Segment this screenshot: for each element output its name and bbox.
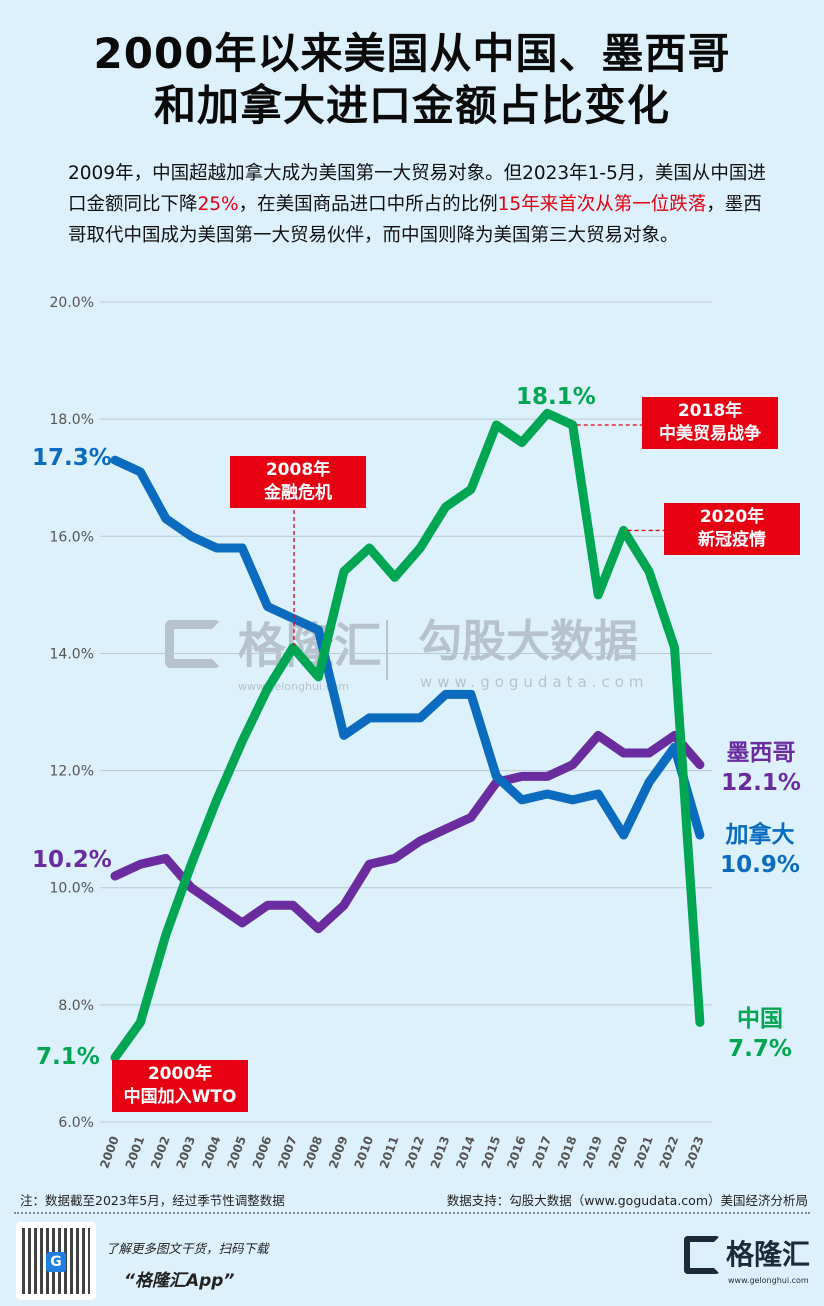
intro-text: ，墨西哥取代中国成为美国第一大贸易伙伴，而中国则降为美国第三大贸易对象。 [68, 194, 762, 246]
x-tick-label: 2022 [657, 1134, 682, 1170]
x-tick-label: 2018 [555, 1134, 580, 1170]
mexico-start-label: 10.2% [32, 847, 112, 873]
y-tick-label: 10.0% [50, 881, 94, 897]
canada-end-label: 加拿大 10.9% [718, 820, 802, 880]
intro-highlight: 25% [197, 194, 239, 215]
footnote: 注：数据截至2023年5月，经过季节性调整数据 [20, 1193, 285, 1208]
series-end-value: 7.7% [728, 1036, 792, 1062]
footer-divider [14, 1212, 810, 1214]
annotation-year: 2018年 [677, 401, 743, 421]
china-end-label: 中国 7.7% [722, 1004, 798, 1064]
download-promo: 了解更多图文干货，扫码下载 [106, 1241, 269, 1256]
series-name: 加拿大 [725, 822, 795, 848]
app-name: “格隆汇App” [124, 1271, 235, 1291]
series-name: 墨西哥 [726, 740, 796, 766]
annotation-2020: 2020年新冠疫情 [664, 503, 800, 555]
x-tick-label: 2017 [530, 1134, 555, 1170]
annotation-2018: 2018年中美贸易战争 [642, 397, 778, 449]
intro-text: ，在美国商品进口中所占的比例 [238, 194, 498, 215]
series-line-0 [110, 408, 705, 1063]
annotation-year: 2000年 [147, 1064, 213, 1084]
y-tick-label: 12.0% [50, 764, 94, 780]
gelonghui-logo-icon [684, 1236, 720, 1274]
x-tick-label: 2013 [428, 1134, 453, 1170]
series-name: 中国 [737, 1006, 783, 1032]
annotation-2000: 2000年中国加入WTO [112, 1060, 248, 1112]
watermark-divider [386, 620, 388, 680]
intro-highlight: 15年来首次从第一位跌落 [497, 194, 707, 215]
x-tick-label: 2014 [453, 1134, 478, 1170]
x-tick-label: 2009 [326, 1134, 351, 1170]
qr-code[interactable]: G [16, 1222, 96, 1300]
x-tick-label: 2000 [97, 1134, 122, 1170]
x-tick-label: 2007 [275, 1134, 300, 1170]
y-tick-label: 6.0% [58, 1115, 94, 1131]
annotation-text: 新冠疫情 [698, 530, 766, 550]
app-logo-icon: G [46, 1252, 66, 1272]
series-line-1 [110, 455, 705, 840]
x-tick-label: 2020 [606, 1134, 631, 1170]
y-tick-label: 8.0% [58, 998, 94, 1014]
logo-url: www.gelonghui.com [728, 1276, 809, 1285]
title-line-2: 和加拿大进口金额占比变化 [153, 81, 670, 130]
canada-start-label: 17.3% [32, 445, 112, 471]
series-end-value: 12.1% [721, 770, 801, 796]
intro-text: 2009年，中国超越加拿大成为美国第一大贸易对象。但2023年1-5月，美国从中… [68, 163, 766, 215]
intro-paragraph: 2009年，中国超越加拿大成为美国第一大贸易对象。但2023年1-5月，美国从中… [68, 158, 778, 251]
y-tick-label: 16.0% [50, 529, 94, 545]
x-tick-label: 2011 [377, 1134, 402, 1170]
series-end-value: 10.9% [720, 852, 800, 878]
x-tick-label: 2004 [199, 1134, 224, 1170]
china-peak-label: 18.1% [516, 384, 596, 410]
gelonghui-logo: 格隆汇 www.gelonghui.com [684, 1236, 811, 1285]
x-tick-label: 2006 [250, 1134, 275, 1170]
x-tick-label: 2005 [224, 1134, 249, 1170]
x-tick-label: 2001 [123, 1134, 148, 1170]
x-tick-label: 2023 [682, 1134, 707, 1170]
x-tick-label: 2012 [402, 1134, 427, 1170]
mexico-end-label: 墨西哥 12.1% [720, 738, 802, 798]
annotation-2008: 2008年金融危机 [230, 456, 366, 508]
x-tick-label: 2019 [580, 1134, 605, 1170]
x-tick-label: 2002 [148, 1134, 173, 1170]
y-tick-label: 18.0% [50, 412, 94, 428]
x-tick-label: 2010 [352, 1134, 377, 1170]
data-source: 数据支持：勾股大数据（www.gogudata.com）美国经济分析局 [446, 1193, 808, 1208]
x-tick-label: 2008 [301, 1134, 326, 1170]
watermark-url: www.gogudata.com [420, 673, 649, 691]
x-tick-label: 2016 [504, 1134, 529, 1170]
x-tick-label: 2003 [174, 1134, 199, 1170]
watermark-gogudata: 勾股大数据 [418, 616, 638, 667]
annotation-year: 2008年 [265, 460, 331, 480]
annotation-text: 中美贸易战争 [659, 424, 761, 444]
y-tick-label: 14.0% [50, 646, 94, 662]
annotation-text: 中国加入WTO [123, 1087, 237, 1107]
annotation-text: 金融危机 [264, 483, 332, 503]
y-tick-label: 20.0% [50, 295, 94, 311]
gelonghui-logo-icon [165, 620, 221, 668]
title-line-1: 2000年以来美国从中国、墨西哥 [93, 29, 731, 78]
chart-title: 2000年以来美国从中国、墨西哥 和加拿大进口金额占比变化 [0, 28, 824, 132]
annotation-year: 2020年 [699, 507, 765, 527]
china-start-label: 7.1% [36, 1044, 100, 1070]
x-tick-label: 2015 [479, 1134, 504, 1170]
x-tick-label: 2021 [631, 1134, 656, 1170]
series-line-2 [110, 730, 705, 934]
logo-text: 格隆汇 [726, 1238, 811, 1271]
